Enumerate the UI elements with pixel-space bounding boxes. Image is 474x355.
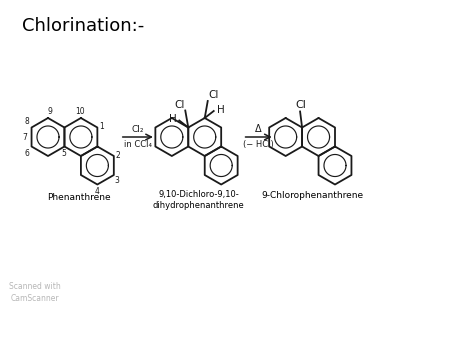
Text: 10: 10 — [75, 107, 85, 116]
Text: 6: 6 — [25, 148, 29, 158]
Text: H: H — [217, 105, 225, 115]
Text: 5: 5 — [61, 148, 66, 158]
Text: 3: 3 — [115, 176, 120, 185]
Text: Cl: Cl — [296, 100, 307, 110]
Text: Cl: Cl — [209, 90, 219, 100]
Text: in CCl₄: in CCl₄ — [124, 140, 152, 149]
Text: 9: 9 — [47, 107, 53, 116]
Text: Cl: Cl — [174, 99, 184, 109]
Text: Cl₂: Cl₂ — [132, 125, 144, 134]
Text: 9-Chlorophenanthrene: 9-Chlorophenanthrene — [261, 191, 364, 200]
Text: Chlorination:-: Chlorination:- — [22, 17, 144, 35]
Text: 7: 7 — [22, 132, 27, 142]
Text: 4: 4 — [95, 186, 100, 196]
Text: 9,10-Dichloro-9,10-
dihydrophenanthrene: 9,10-Dichloro-9,10- dihydrophenanthrene — [153, 191, 245, 210]
Text: 2: 2 — [116, 152, 120, 160]
Text: (− HCl): (− HCl) — [243, 140, 274, 149]
Text: H: H — [169, 115, 176, 125]
Text: Phenanthrene: Phenanthrene — [47, 192, 111, 202]
Text: 1: 1 — [100, 122, 104, 131]
Text: Scanned with
CamScanner: Scanned with CamScanner — [9, 282, 61, 303]
Text: 8: 8 — [25, 118, 29, 126]
Text: Δ: Δ — [255, 124, 262, 134]
